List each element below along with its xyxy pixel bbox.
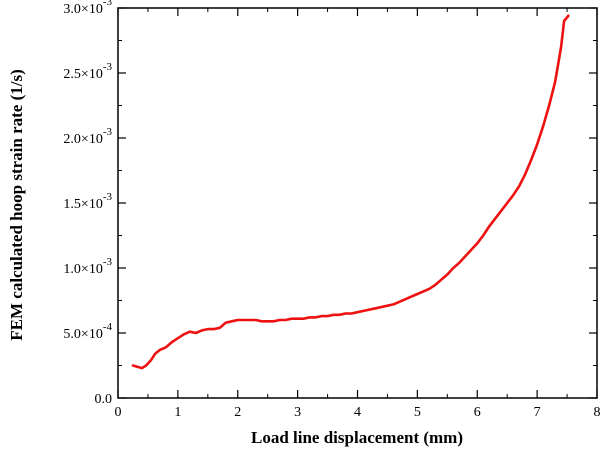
y-tick-mantissa: 0.0 (95, 392, 113, 407)
y-tick-exponent: -3 (103, 126, 113, 138)
y-tick-label: 2.0×10-3 (63, 126, 112, 147)
y-tick-mantissa: 5.0×10 (63, 327, 102, 342)
x-tick-label: 3 (294, 405, 301, 420)
x-tick-label: 5 (414, 405, 421, 420)
y-tick-label: 2.5×10-3 (63, 61, 112, 82)
x-tick-label: 8 (594, 405, 600, 420)
x-tick-label: 2 (234, 405, 241, 420)
y-tick-exponent: -3 (103, 191, 113, 203)
x-tick-label: 6 (474, 405, 481, 420)
x-tick-label: 4 (354, 405, 361, 420)
y-tick-exponent: -4 (103, 321, 113, 333)
series-line (131, 14, 570, 370)
y-tick-mantissa: 1.0×10 (63, 262, 102, 277)
axes (117, 7, 598, 399)
x-tick-label: 0 (115, 405, 122, 420)
y-tick-mantissa: 2.0×10 (63, 132, 102, 147)
y-tick-exponent: -3 (103, 61, 113, 73)
ticks: 0 1 2 3 4 5 6 7 80.05.0×10-41.0×10-31.5×10-32.0×… (63, 0, 600, 420)
y-tick-label: 1.5×10-3 (63, 191, 112, 212)
y-tick-label: 3.0×10-3 (63, 0, 112, 17)
y-tick-mantissa: 2.5×10 (63, 67, 102, 82)
y-tick-exponent: -3 (103, 256, 113, 268)
series-layer (131, 14, 570, 370)
y-tick-mantissa: 1.5×10 (63, 197, 102, 212)
y-tick-label: 0.0 (95, 392, 113, 407)
plot-frame (117, 7, 598, 399)
x-tick-label: 1 (174, 405, 181, 420)
y-tick-exponent: -3 (103, 0, 113, 8)
x-tick-label: 7 (534, 405, 541, 420)
x-axis-title: Load line displacement (mm) (251, 428, 463, 447)
y-axis-title: FEM calculated hoop strain rate (1/s) (7, 69, 26, 341)
y-tick-label: 1.0×10-3 (63, 256, 112, 277)
y-tick-mantissa: 3.0×10 (63, 2, 102, 17)
y-tick-label: 5.0×10-4 (63, 321, 112, 342)
